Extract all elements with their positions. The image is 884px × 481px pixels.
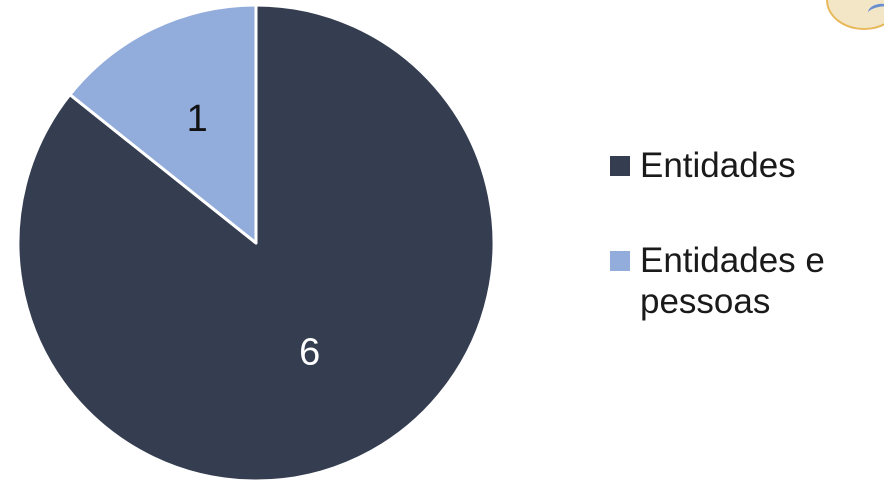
legend-swatch-entidades-e-pessoas bbox=[610, 251, 630, 271]
legend-item-entidades-e-pessoas: Entidades e pessoas bbox=[610, 240, 870, 322]
legend-label-entidades-e-pessoas: Entidades e pessoas bbox=[640, 241, 825, 321]
data-label-entidades-e-pessoas: 1 bbox=[187, 98, 208, 140]
logo-mark-icon bbox=[866, 1, 884, 20]
legend-swatch-entidades bbox=[610, 156, 630, 176]
legend-item-entidades: Entidades bbox=[610, 145, 870, 186]
chart-legend: Entidades Entidades e pessoas bbox=[610, 145, 870, 376]
legend-label-entidades: Entidades bbox=[640, 146, 796, 185]
data-label-entidades: 6 bbox=[299, 332, 320, 374]
pie-slice-entidades-e-pessoas bbox=[68, 3, 258, 245]
